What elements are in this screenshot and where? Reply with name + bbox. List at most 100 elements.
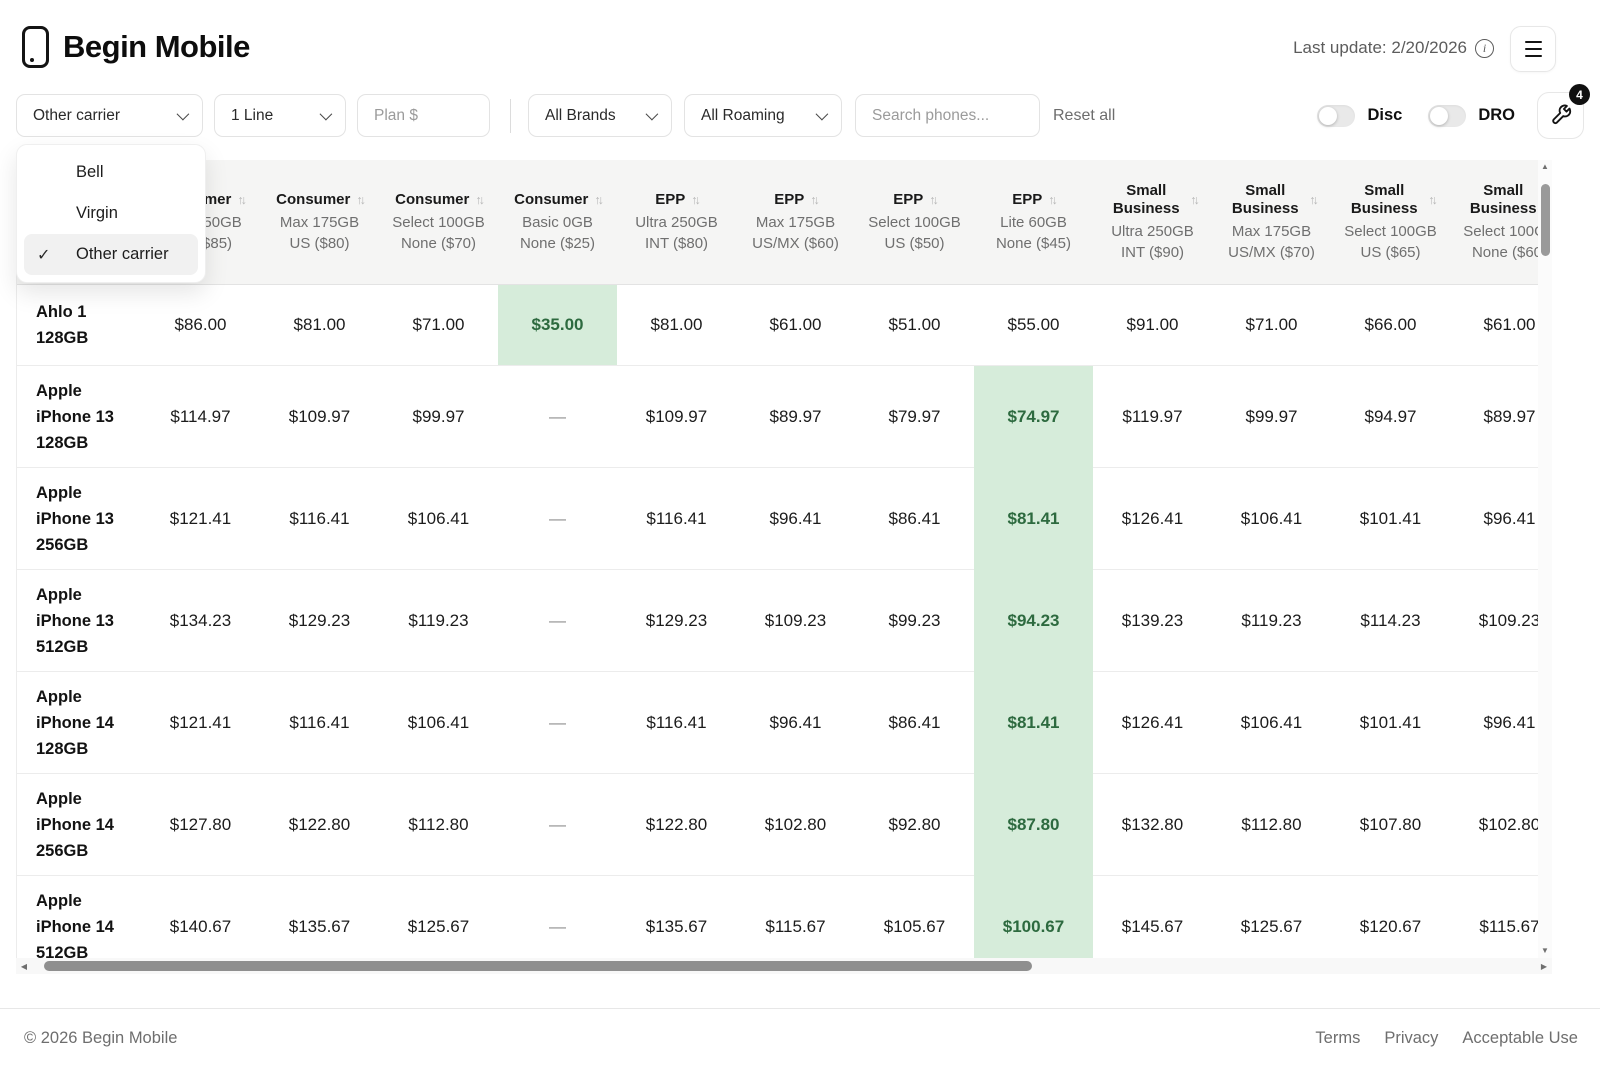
scroll-left-arrow-icon[interactable]: ◀ <box>20 961 28 971</box>
price-cell: $87.80 <box>974 773 1093 875</box>
column-tier-row: EPP ↑↓ <box>774 191 819 209</box>
price-cell: $92.80 <box>855 773 974 875</box>
plan-price-input[interactable] <box>374 106 473 125</box>
last-update-text: Last update: 2/20/2026 <box>1293 38 1467 57</box>
horizontal-scrollbar[interactable]: ◀ ▶ <box>16 958 1552 974</box>
price-cell: $91.00 <box>1126 315 1179 334</box>
price-cell: $132.80 <box>1093 773 1212 875</box>
lines-select[interactable]: 1 Line <box>214 94 346 137</box>
price-cell: $94.23 <box>974 569 1093 671</box>
wrench-icon <box>1551 104 1571 124</box>
privacy-link[interactable]: Privacy <box>1384 1029 1439 1047</box>
price-cell: $125.67 <box>379 875 498 958</box>
check-icon: ✓ <box>37 246 51 264</box>
price-cell: $51.00 <box>888 315 941 334</box>
column-detail-label: US ($50) <box>884 234 945 252</box>
price-cell: — <box>498 875 617 958</box>
column-plan-label: Select 100GB <box>392 213 485 231</box>
sort-icon: ↑↓ <box>594 192 603 207</box>
price-cell: $109.23 <box>1450 569 1538 671</box>
phone-name-line: 128GB <box>36 739 89 758</box>
price-cell: $120.67 <box>1331 875 1450 958</box>
column-header-12[interactable]: Small Business↑↓ Select 100GB None ($60) <box>1450 160 1538 284</box>
last-update: Last update: 2/20/2026 i <box>1293 38 1494 58</box>
table-row: Apple iPhone 14 256GB $127.80 $122.80 $112.80… <box>17 773 1538 875</box>
column-detail-label: INT ($80) <box>644 234 709 252</box>
dropdown-item-virgin[interactable]: Virgin <box>76 204 118 222</box>
phone-name-line: Apple <box>36 483 82 502</box>
column-header-8[interactable]: EPP ↑↓ Lite 60GB None ($45) <box>974 160 1093 284</box>
column-tier-label: Consumer <box>514 190 589 208</box>
horizontal-scrollbar-track[interactable] <box>32 958 1536 974</box>
column-detail-label: None ($45) <box>995 234 1072 252</box>
scroll-down-arrow-icon[interactable]: ▼ <box>1541 946 1549 955</box>
column-header-9[interactable]: Small Business ↑↓ Ultra 250GB INT ($90) <box>1093 160 1212 284</box>
acceptable-use-link[interactable]: Acceptable Use <box>1462 1029 1578 1047</box>
settings-wrench-button[interactable]: 4 <box>1537 84 1590 139</box>
price-cell: $109.97 <box>617 365 736 467</box>
price-cell: — <box>498 467 617 569</box>
filter-divider <box>510 98 511 133</box>
column-header-7[interactable]: EPP ↑↓ Select 100GB US ($50) <box>855 160 974 284</box>
phone-name-line: Apple <box>36 789 82 808</box>
column-header-6[interactable]: EPP ↑↓ Max 175GB US/MX ($60) <box>736 160 855 284</box>
price-cell: $106.41 <box>379 671 498 773</box>
price-cell: $129.23 <box>260 569 379 671</box>
dro-toggle-label: DRO <box>1478 106 1515 124</box>
column-header-10[interactable]: Small Business ↑↓ Max 175GB US/MX ($70) <box>1212 160 1331 284</box>
column-detail-label: None ($70) <box>400 234 477 252</box>
dropdown-item-other-carrier[interactable]: ✓ Other carrier <box>24 234 198 275</box>
column-header-5[interactable]: EPP ↑↓ Ultra 250GB INT ($80) <box>617 160 736 284</box>
hamburger-menu-button[interactable] <box>1510 26 1556 72</box>
table-row: Ahlo 1 128GB $86.00 $81.00 $71.00 $35.00 $81.0… <box>17 285 1538 365</box>
scroll-up-arrow-icon[interactable]: ▲ <box>1541 162 1549 171</box>
sort-icon: ↑↓ <box>1309 192 1318 207</box>
column-tier-row: Small Business ↑↓ <box>1227 182 1319 218</box>
price-cell: $127.80 <box>141 773 260 875</box>
horizontal-scrollbar-thumb[interactable] <box>44 961 1032 971</box>
phone-name-cell: Ahlo 1 128GB <box>17 285 141 365</box>
filter-bar: Other carrier 1 Line All Brands All Roam… <box>16 84 1590 139</box>
roaming-select[interactable]: All Roaming <box>684 94 842 137</box>
dropdown-item-bell[interactable]: Bell <box>76 163 104 181</box>
info-icon[interactable]: i <box>1475 38 1494 58</box>
column-header-4[interactable]: Consumer ↑↓ Basic 0GB None ($25) <box>498 160 617 284</box>
dro-toggle[interactable] <box>1428 104 1467 127</box>
search-input[interactable] <box>872 106 1023 125</box>
phone-name-cell: Apple iPhone 14 128GB <box>17 671 141 773</box>
column-tier-label: EPP <box>893 190 924 208</box>
column-plan-label: Select 100GB <box>1344 222 1437 240</box>
column-tier-row: Small Business ↑↓ <box>1108 182 1200 218</box>
carrier-select[interactable]: Other carrier <box>16 94 203 137</box>
column-header-11[interactable]: Small Business ↑↓ Select 100GB US ($65) <box>1331 160 1450 284</box>
empty-price-dash: — <box>549 916 566 936</box>
reset-all-button[interactable]: Reset all <box>1053 106 1116 124</box>
vertical-scrollbar[interactable]: ▲ ▼ <box>1538 160 1552 958</box>
sort-icon: ↑↓ <box>929 192 938 207</box>
terms-link[interactable]: Terms <box>1315 1029 1361 1047</box>
column-header-3[interactable]: Consumer ↑↓ Select 100GB None ($70) <box>379 160 498 284</box>
price-cell: $140.67 <box>141 875 260 958</box>
disc-toggle[interactable] <box>1317 104 1356 127</box>
price-cell: $106.41 <box>1212 671 1331 773</box>
sort-icon: ↑↓ <box>810 192 819 207</box>
column-plan-label: Max 175GB <box>755 213 836 231</box>
scroll-right-arrow-icon[interactable]: ▶ <box>1540 961 1548 971</box>
phone-name-line: iPhone 13 <box>36 509 114 528</box>
phone-name-line: 512GB <box>36 637 89 656</box>
column-header-2[interactable]: Consumer ↑↓ Max 175GB US ($80) <box>260 160 379 284</box>
phone-name-cell: Apple iPhone 14 256GB <box>17 773 141 875</box>
chevron-down-icon <box>176 107 190 121</box>
brands-select[interactable]: All Brands <box>528 94 672 137</box>
price-cell: $109.23 <box>736 569 855 671</box>
column-tier-row: EPP ↑↓ <box>893 190 938 209</box>
column-plan-label: Ultra 250GB <box>635 213 718 231</box>
empty-price-dash: — <box>549 712 566 732</box>
phone-name-line: Ahlo 1 <box>36 303 87 321</box>
settings-badge: 4 <box>1569 84 1590 105</box>
vertical-scrollbar-thumb[interactable] <box>1540 184 1550 256</box>
column-detail-label: US ($80) <box>289 234 350 252</box>
